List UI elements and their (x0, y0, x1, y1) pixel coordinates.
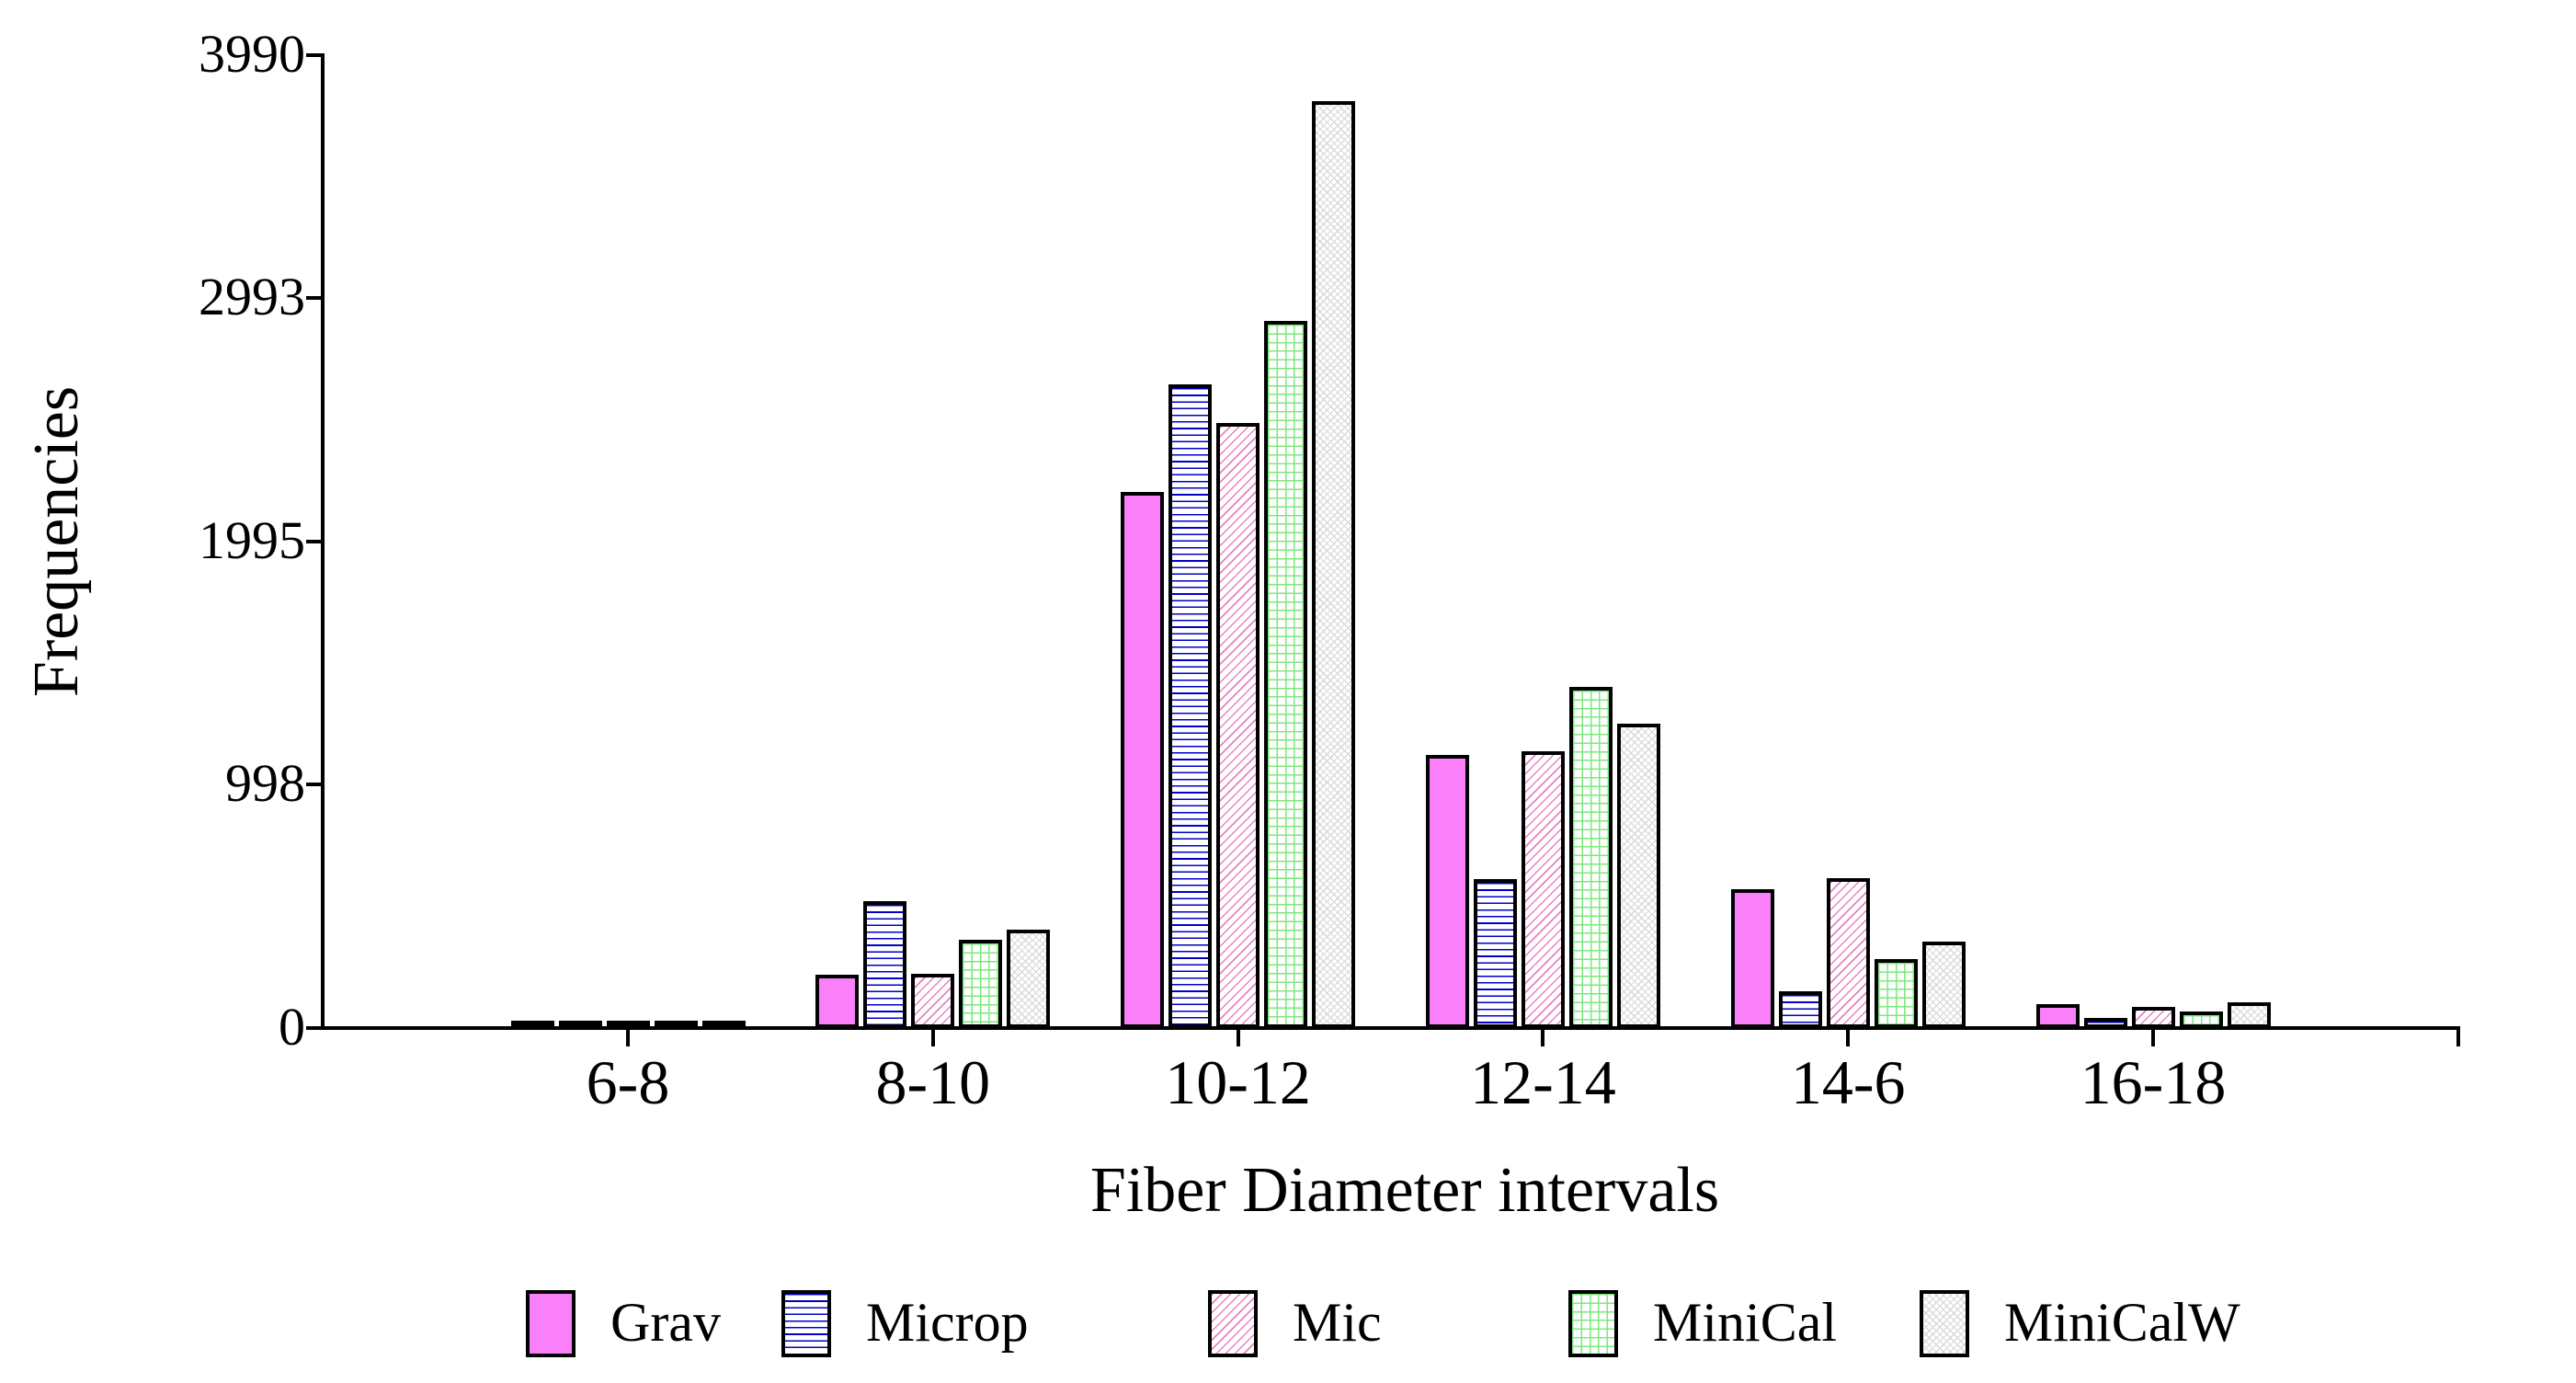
legend-swatch-microp (781, 1290, 831, 1357)
x-tick-label: 14-6 (1790, 1047, 1906, 1117)
bar-grav-16-18 (2035, 1004, 2080, 1028)
y-tick (306, 783, 321, 787)
x-tick (1236, 1030, 1240, 1046)
x-tick-label: 12-14 (1470, 1047, 1616, 1117)
x-tick (1541, 1030, 1545, 1046)
bar-mic-6-8 (606, 1020, 650, 1028)
bar-minical-6-8 (654, 1021, 698, 1028)
x-tick-label: 10-12 (1165, 1047, 1311, 1117)
bar-microp-12-14 (1473, 878, 1517, 1028)
y-tick (306, 540, 321, 543)
bar-minical-8-10 (959, 940, 1003, 1028)
legend-swatch-minical (1568, 1290, 1618, 1357)
x-tick-label: 16-18 (2080, 1047, 2227, 1117)
bar-minical-10-12 (1264, 321, 1308, 1028)
bar-minicalw-14-6 (1921, 942, 1966, 1028)
bar-minical-16-18 (2179, 1012, 2223, 1028)
x-axis-end-tick (2456, 1030, 2460, 1046)
bar-microp-14-6 (1778, 990, 1822, 1028)
bar-grav-14-6 (1730, 888, 1774, 1028)
bar-grav-6-8 (510, 1021, 554, 1028)
bar-mic-16-18 (2131, 1007, 2175, 1028)
legend-label-minicalw: MiniCalW (2004, 1292, 2240, 1353)
x-tick (1846, 1030, 1851, 1046)
y-tick (306, 1026, 321, 1030)
bar-mic-12-14 (1521, 751, 1565, 1028)
bar-minical-14-6 (1874, 958, 1918, 1028)
y-tick-label: 3990 (199, 24, 305, 84)
x-axis-title: Fiber Diameter intervals (1089, 1155, 1720, 1226)
bar-mic-8-10 (911, 974, 955, 1028)
bar-minicalw-12-14 (1616, 723, 1660, 1028)
x-axis-line (321, 1026, 2460, 1030)
bar-microp-6-8 (558, 1021, 602, 1028)
x-tick (2151, 1030, 2155, 1046)
bar-mic-10-12 (1216, 423, 1260, 1028)
legend-swatch-minicalw (1920, 1290, 1969, 1357)
bar-minical-12-14 (1568, 686, 1613, 1028)
legend-label-mic: Mic (1293, 1292, 1382, 1353)
bar-minicalw-6-8 (701, 1021, 746, 1028)
bar-grav-12-14 (1425, 755, 1469, 1028)
legend-swatch-grav (526, 1290, 576, 1357)
legend-label-microp: Microp (866, 1292, 1029, 1353)
y-tick-label: 1995 (199, 510, 305, 570)
bar-microp-8-10 (863, 901, 907, 1028)
y-tick-label: 2993 (199, 267, 305, 327)
bar-microp-16-18 (2083, 1018, 2127, 1028)
y-axis-title: Frequencies (21, 385, 92, 698)
legend-label-minical: MiniCal (1653, 1292, 1838, 1353)
y-tick-label: 998 (225, 753, 305, 814)
bar-microp-10-12 (1168, 383, 1213, 1028)
x-tick (930, 1030, 935, 1046)
bar-mic-14-6 (1826, 877, 1870, 1028)
bar-minicalw-10-12 (1312, 101, 1356, 1028)
y-tick (306, 53, 321, 57)
y-tick-label: 0 (279, 997, 305, 1057)
y-tick (306, 296, 321, 301)
x-tick-label: 6-8 (586, 1047, 670, 1117)
x-tick (626, 1030, 630, 1046)
bar-grav-8-10 (815, 974, 860, 1028)
x-tick-label: 8-10 (875, 1047, 991, 1117)
y-axis-line (321, 53, 325, 1030)
bar-minicalw-16-18 (2227, 1002, 2271, 1028)
bar-grav-10-12 (1121, 491, 1165, 1028)
legend-label-grav: Grav (610, 1292, 721, 1353)
legend-swatch-mic (1208, 1290, 1258, 1357)
bar-minicalw-8-10 (1007, 930, 1051, 1028)
